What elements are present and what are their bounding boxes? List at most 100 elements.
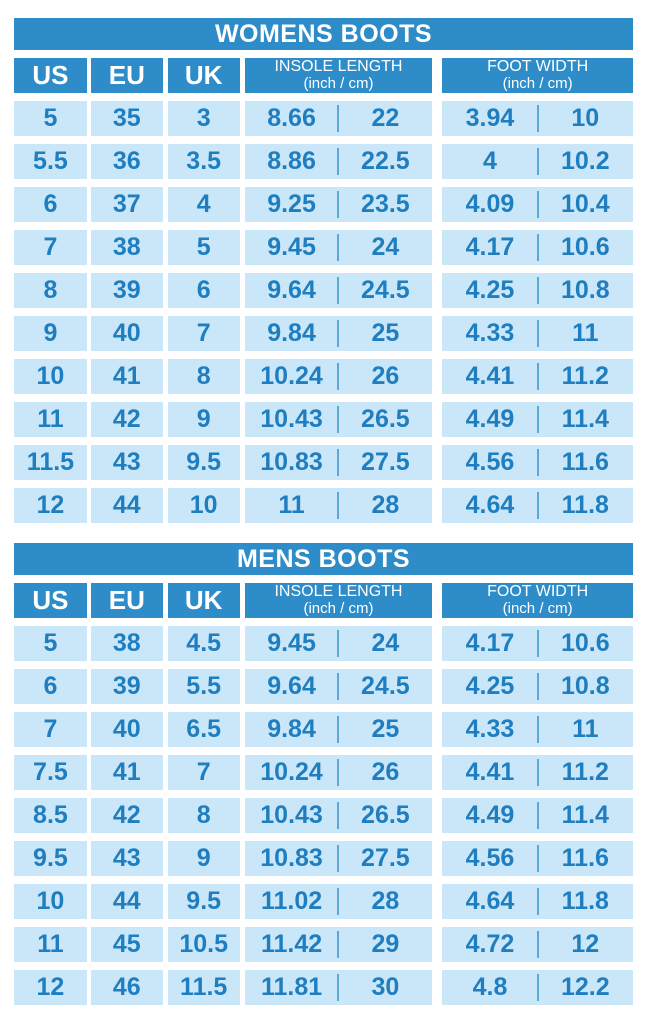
insole-cm-value: 26 — [371, 758, 400, 786]
inch-cm-divider — [536, 277, 539, 304]
insole-cm-value: 22.5 — [361, 147, 410, 175]
cell-us-size: 11.5 — [14, 445, 87, 480]
cell-foot-width: 4.33 11 — [442, 712, 633, 747]
table-row: 7 40 6.5 9.84 25 4.33 11 — [14, 712, 633, 747]
table-row: 8.5 42 8 10.43 26.5 4.49 11.4 — [14, 798, 633, 833]
column-header-row: US EU UK INSOLE LENGTH (inch / cm) FOOT … — [14, 583, 633, 618]
cell-uk-size: 10.5 — [167, 927, 240, 962]
cell-eu-size: 43 — [90, 841, 163, 876]
column-header-us: US — [14, 58, 87, 93]
cell-insole-length: 11.42 29 — [244, 927, 433, 962]
inch-cm-divider — [337, 277, 340, 304]
cell-us-size: 8.5 — [14, 798, 87, 833]
table-row: 11 45 10.5 11.42 29 4.72 12 — [14, 927, 633, 962]
column-header-eu: EU — [90, 583, 163, 618]
cell-us-size: 12 — [14, 488, 87, 523]
insole-inch-value: 8.66 — [267, 104, 316, 132]
column-header-eu: EU — [90, 58, 163, 93]
inch-cm-divider — [536, 888, 539, 915]
table-row: 5 38 4.5 9.45 24 4.17 10.6 — [14, 626, 633, 661]
inch-cm-divider — [536, 931, 539, 958]
cell-uk-size: 3 — [167, 101, 240, 136]
cell-foot-width: 4.64 11.8 — [442, 884, 633, 919]
inch-cm-divider — [337, 406, 340, 433]
table-row: 11 42 9 10.43 26.5 4.49 11.4 — [14, 402, 633, 437]
table-row: 9.5 43 9 10.83 27.5 4.56 11.6 — [14, 841, 633, 876]
table-row: 7 38 5 9.45 24 4.17 10.6 — [14, 230, 633, 265]
foot-cm-value: 11.2 — [561, 362, 609, 390]
cell-insole-length: 11.02 28 — [244, 884, 433, 919]
cell-foot-width: 4.17 10.6 — [442, 626, 633, 661]
insole-cm-value: 28 — [371, 887, 400, 915]
column-header-foot-width: FOOT WIDTH (inch / cm) — [442, 58, 633, 93]
cell-insole-length: 10.24 26 — [244, 755, 433, 790]
foot-cm-value: 10.8 — [560, 672, 610, 700]
table-row: 12 46 11.5 11.81 30 4.8 12.2 — [14, 970, 633, 1005]
cell-uk-size: 4.5 — [167, 626, 240, 661]
insole-inch-value: 11 — [278, 491, 305, 519]
foot-inch-value: 4 — [483, 147, 497, 175]
inch-cm-divider — [337, 845, 340, 872]
foot-inch-value: 4.33 — [465, 319, 515, 347]
inch-cm-divider — [337, 716, 340, 743]
insole-cm-value: 24 — [371, 233, 400, 261]
cell-insole-length: 9.64 24.5 — [244, 273, 433, 308]
foot-cm-value: 11.2 — [561, 758, 609, 786]
insole-cm-value: 22 — [371, 104, 400, 132]
cell-eu-size: 38 — [90, 626, 163, 661]
cell-foot-width: 4.25 10.8 — [442, 273, 633, 308]
foot-inch-value: 4.41 — [465, 362, 515, 390]
foot-inch-value: 4.8 — [472, 973, 508, 1001]
insole-cm-value: 25 — [371, 715, 400, 743]
cell-foot-width: 4.64 11.8 — [442, 488, 633, 523]
cell-us-size: 5 — [14, 101, 87, 136]
foot-cm-value: 11 — [572, 715, 599, 743]
foot-inch-value: 4.17 — [465, 233, 515, 261]
table-row: 10 41 8 10.24 26 4.41 11.2 — [14, 359, 633, 394]
insole-inch-value: 9.45 — [267, 629, 316, 657]
cell-uk-size: 11.5 — [167, 970, 240, 1005]
insole-cm-value: 25 — [371, 319, 400, 347]
cell-foot-width: 4.72 12 — [442, 927, 633, 962]
inch-cm-divider — [337, 234, 340, 261]
insole-inch-value: 11.81 — [260, 973, 323, 1001]
inch-cm-divider — [337, 105, 340, 132]
cell-foot-width: 4.33 11 — [442, 316, 633, 351]
insole-inch-value: 9.84 — [267, 715, 316, 743]
cell-us-size: 9 — [14, 316, 87, 351]
inch-cm-divider — [536, 148, 539, 175]
cell-uk-size: 7 — [167, 755, 240, 790]
table-row: 9 40 7 9.84 25 4.33 11 — [14, 316, 633, 351]
insole-length-label: INSOLE LENGTH — [274, 58, 403, 76]
foot-inch-value: 4.41 — [465, 758, 515, 786]
cell-uk-size: 9 — [167, 402, 240, 437]
womens-boots-table: WOMENS BOOTS US EU UK INSOLE LENGTH (inc… — [14, 18, 633, 523]
column-header-foot-width: FOOT WIDTH (inch / cm) — [442, 583, 633, 618]
cell-eu-size: 45 — [90, 927, 163, 962]
cell-uk-size: 5 — [167, 230, 240, 265]
inch-cm-divider — [536, 449, 539, 476]
cell-us-size: 5 — [14, 626, 87, 661]
insole-cm-value: 28 — [371, 491, 400, 519]
insole-inch-value: 10.43 — [260, 801, 323, 829]
cell-foot-width: 4.25 10.8 — [442, 669, 633, 704]
cell-uk-size: 10 — [167, 488, 240, 523]
insole-length-units: (inch / cm) — [303, 75, 374, 93]
cell-foot-width: 4.56 11.6 — [442, 841, 633, 876]
inch-cm-divider — [337, 320, 340, 347]
table-row: 6 39 5.5 9.64 24.5 4.25 10.8 — [14, 669, 633, 704]
cell-eu-size: 40 — [90, 316, 163, 351]
cell-insole-length: 9.25 23.5 — [244, 187, 433, 222]
table-row: 5.5 36 3.5 8.86 22.5 4 10.2 — [14, 144, 633, 179]
cell-insole-length: 10.43 26.5 — [244, 402, 433, 437]
insole-inch-value: 10.24 — [260, 362, 323, 390]
foot-cm-value: 11.6 — [561, 844, 609, 872]
inch-cm-divider — [536, 673, 539, 700]
womens-rows: 5 35 3 8.66 22 3.94 10 5.5 36 3.5 8.86 22.5 4 10.2 6 37… — [14, 101, 633, 523]
table-row: 10 44 9.5 11.02 28 4.64 11.8 — [14, 884, 633, 919]
foot-inch-value: 4.33 — [465, 715, 515, 743]
cell-insole-length: 8.66 22 — [244, 101, 433, 136]
cell-eu-size: 39 — [90, 669, 163, 704]
cell-uk-size: 6 — [167, 273, 240, 308]
